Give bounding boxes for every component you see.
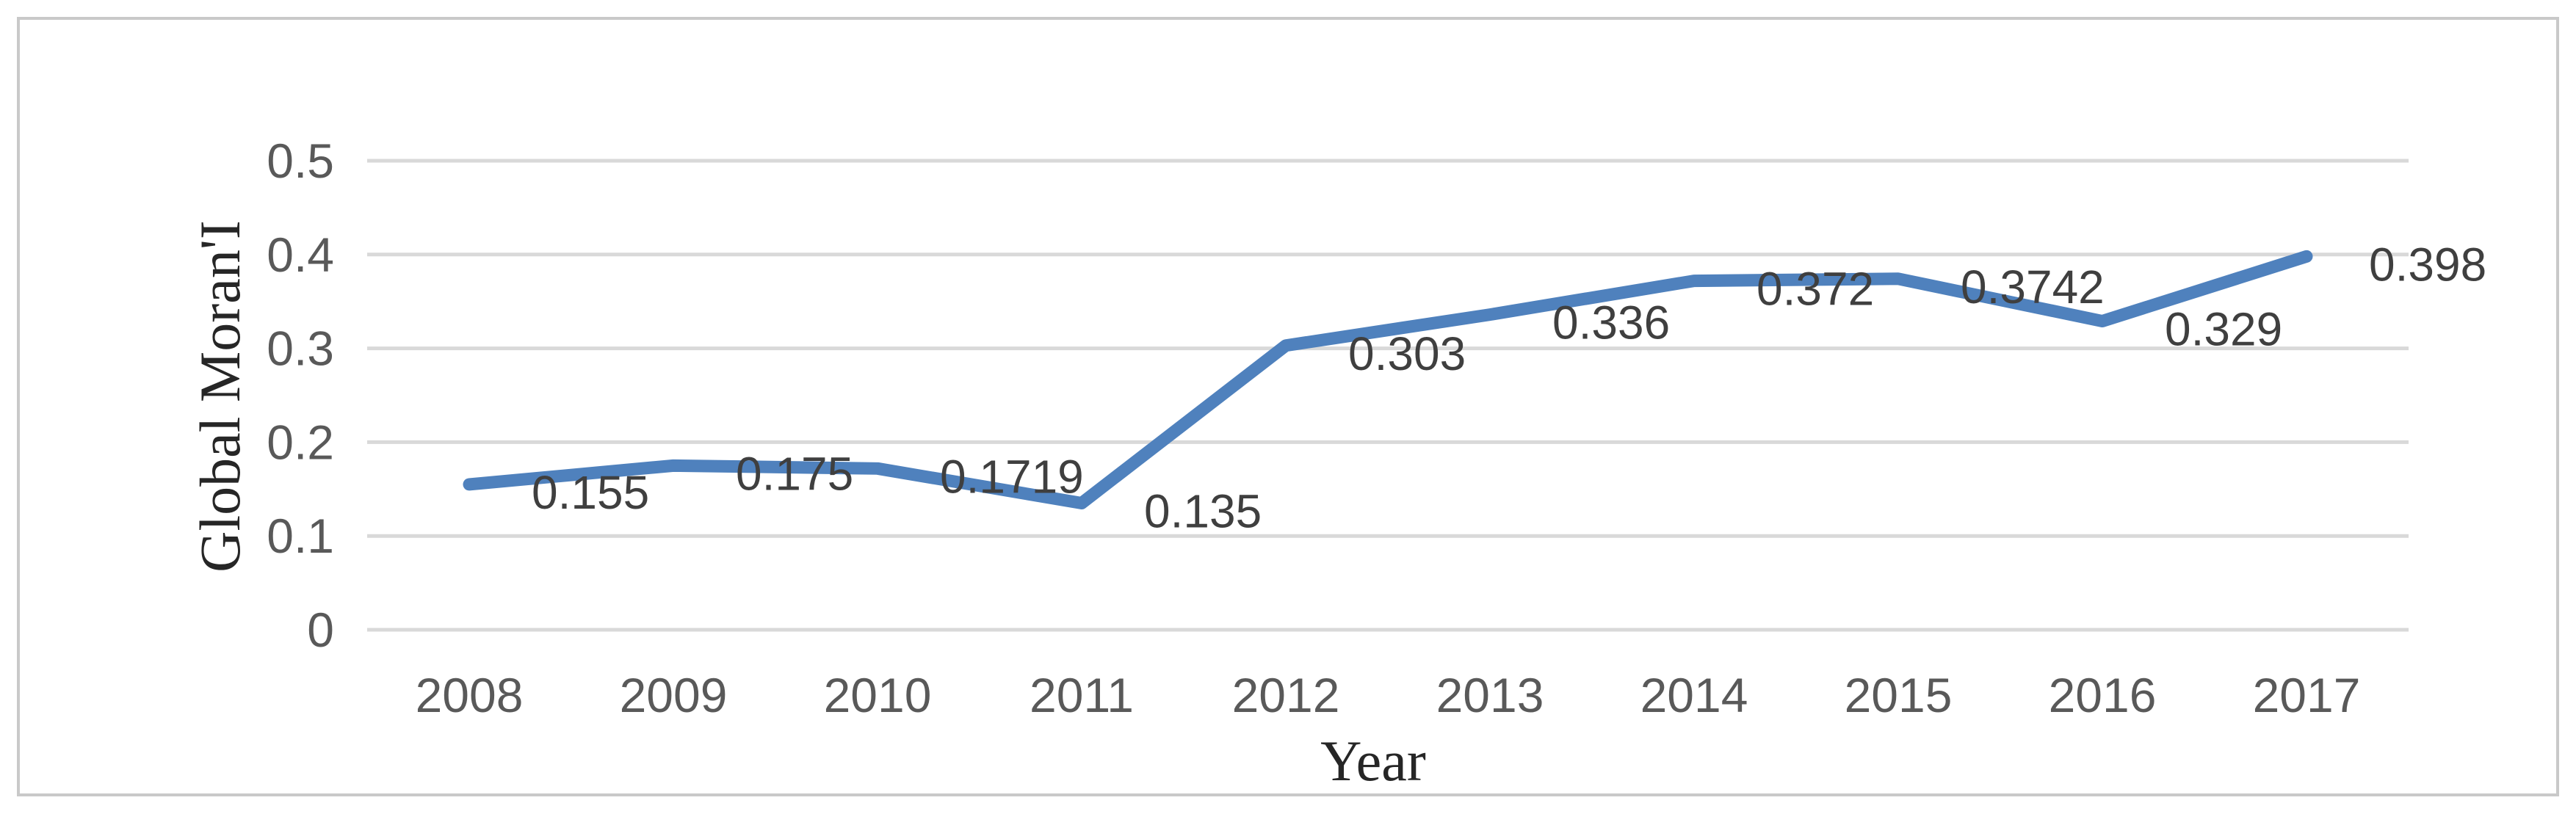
data-point-label: 0.135 [1144,484,1262,537]
y-tick-label: 0.2 [267,415,334,469]
x-tick-label: 2011 [1030,668,1134,722]
x-tick-label: 2009 [620,668,728,722]
data-point-label: 0.303 [1348,327,1466,380]
data-point-label: 0.336 [1552,297,1670,349]
y-tick-label: 0.3 [267,321,334,376]
x-axis-title: Year [1320,729,1426,793]
data-series [463,250,2313,509]
y-tick-label: 0.4 [267,228,334,282]
x-tick-label: 2013 [1436,668,1544,722]
data-point-label: 0.372 [1756,263,1874,316]
data-point-label: 0.155 [532,466,649,519]
x-axis-tick-labels: 2008 2009 2010 2011 2012 2013 2014 2015 2016 2017 [416,668,2361,722]
data-point-label: 0.3742 [1961,261,2105,313]
data-point-label: 0.398 [2369,238,2486,291]
x-tick-label: 2010 [824,668,932,722]
x-tick-label: 2014 [1640,668,1748,722]
gridlines [367,159,2409,632]
figure-border [17,17,2559,796]
x-tick-label: 2016 [2049,668,2157,722]
x-tick-label: 2008 [416,668,524,722]
data-point-labels: 0.155 0.175 0.1719 0.135 0.303 0.336 0.372 0.37… [532,238,2486,537]
x-tick-label: 2012 [1232,668,1340,722]
x-tick-label: 2015 [1845,668,1953,722]
y-axis-tick-labels: 0 0.1 0.2 0.3 0.4 0.5 [267,134,334,657]
y-tick-label: 0.5 [267,134,334,188]
y-tick-label: 0 [307,603,334,657]
x-tick-label: 2017 [2253,668,2361,722]
data-point-label: 0.175 [736,447,853,500]
data-point-label: 0.1719 [940,450,1084,503]
series-line [463,250,2313,509]
y-axis-title: Global Moran'I [188,220,252,573]
data-point-label: 0.329 [2165,303,2282,356]
y-tick-label: 0.1 [267,509,334,563]
